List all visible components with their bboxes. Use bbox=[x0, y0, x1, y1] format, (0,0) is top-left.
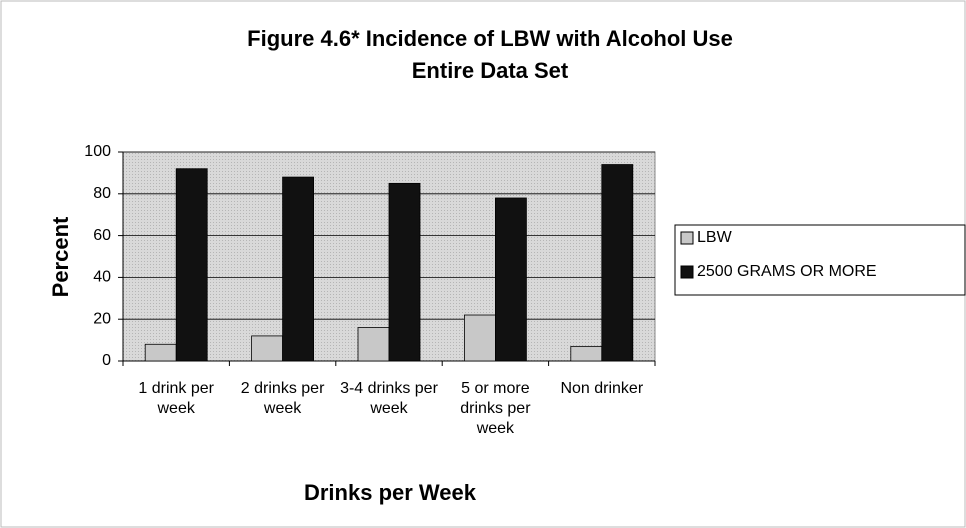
chart-title: Figure 4.6* Incidence of LBW with Alcoho… bbox=[247, 26, 733, 51]
y-tick-label: 20 bbox=[93, 310, 111, 327]
bar bbox=[144, 343, 177, 362]
y-tick-label: 0 bbox=[102, 352, 111, 369]
bar bbox=[251, 335, 284, 362]
x-tick-label: 2 drinks per week bbox=[240, 380, 325, 417]
y-tick-label: 100 bbox=[84, 143, 111, 160]
y-axis-label: Percent bbox=[48, 216, 73, 297]
legend bbox=[674, 224, 966, 296]
legend-swatch bbox=[680, 231, 694, 245]
y-tick-label: 80 bbox=[93, 185, 111, 202]
y-tick-label: 40 bbox=[93, 269, 111, 286]
legend-label: LBW bbox=[697, 229, 733, 246]
x-axis-label: Drinks per Week bbox=[304, 480, 477, 505]
y-tick-label: 60 bbox=[93, 227, 111, 244]
bar bbox=[388, 182, 421, 362]
x-tick-label: 5 or more drinks per week bbox=[460, 380, 531, 437]
x-tick-label: Non drinker bbox=[560, 380, 644, 397]
x-tick-label: 1 drink per week bbox=[138, 380, 214, 417]
x-tick-label: 3-4 drinks per week bbox=[340, 380, 438, 417]
bar bbox=[570, 345, 603, 362]
bar bbox=[601, 164, 634, 362]
bar bbox=[282, 176, 315, 362]
bar bbox=[175, 168, 208, 362]
legend-label: 2500 GRAMS OR MORE bbox=[697, 263, 877, 280]
chart-subtitle: Entire Data Set bbox=[412, 58, 569, 83]
bar bbox=[463, 314, 496, 362]
bar bbox=[494, 197, 527, 362]
bar bbox=[357, 327, 390, 362]
legend-swatch bbox=[680, 265, 694, 279]
